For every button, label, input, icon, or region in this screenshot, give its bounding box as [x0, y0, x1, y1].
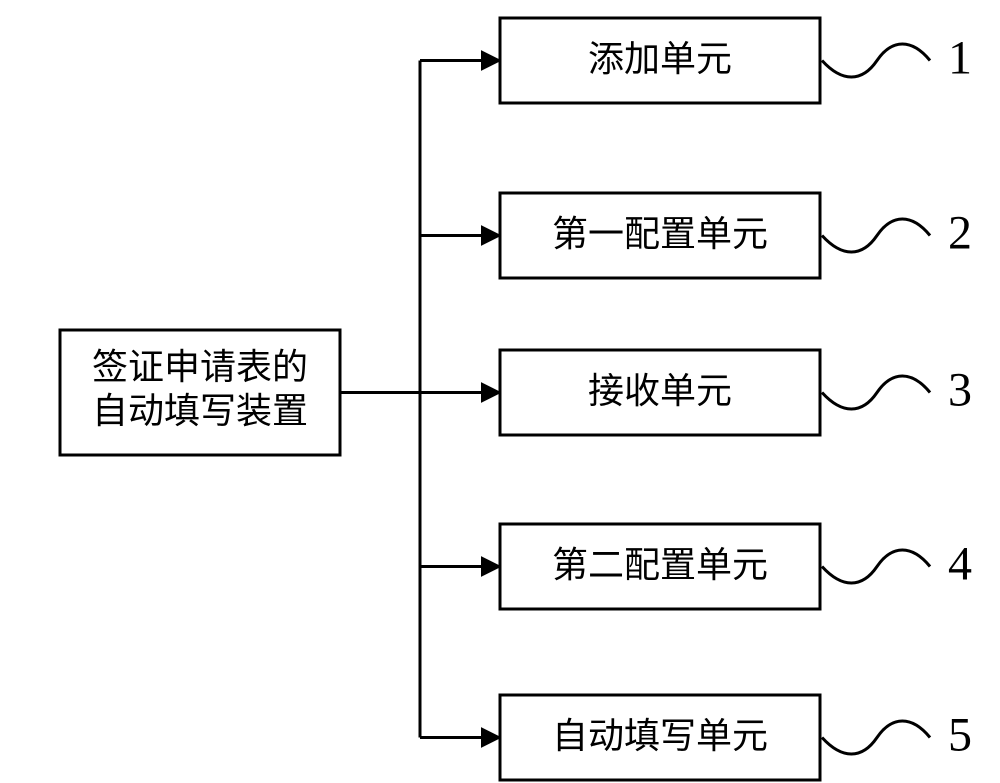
squiggle-4: [822, 721, 930, 754]
child-number-1: 2: [948, 207, 972, 260]
squiggle-0: [822, 44, 930, 77]
squiggle-2: [822, 376, 930, 409]
child-number-2: 3: [948, 364, 972, 417]
squiggle-3: [822, 550, 930, 583]
child-label-3: 第二配置单元: [552, 545, 768, 585]
child-label-0: 添加单元: [588, 39, 732, 79]
root-label-line-0: 签证申请表的: [92, 347, 308, 387]
child-label-4: 自动填写单元: [552, 716, 768, 756]
child-number-3: 4: [948, 538, 972, 591]
child-label-1: 第一配置单元: [552, 214, 768, 254]
squiggle-1: [822, 219, 930, 252]
child-label-2: 接收单元: [588, 371, 732, 411]
child-number-0: 1: [948, 32, 972, 85]
root-label-line-1: 自动填写装置: [92, 391, 308, 431]
child-number-4: 5: [948, 709, 972, 762]
